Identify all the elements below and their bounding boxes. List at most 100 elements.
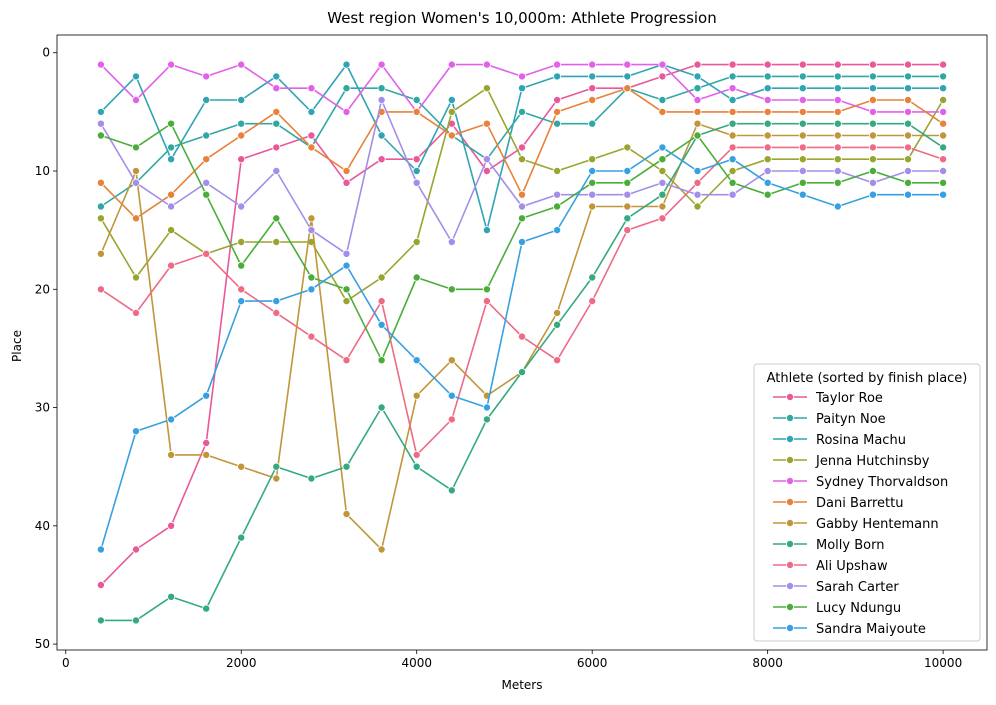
data-point: [868, 131, 877, 140]
x-tick-label: 10000: [924, 656, 962, 670]
plot-frame: [56, 34, 988, 651]
legend-box: [753, 363, 981, 642]
data-point: [342, 297, 351, 306]
data-point: [868, 96, 877, 105]
data-point: [377, 96, 386, 105]
data-point: [272, 166, 281, 175]
data-point: [763, 84, 772, 93]
data-point: [412, 450, 421, 459]
data-point: [167, 450, 176, 459]
data-point: [658, 60, 667, 69]
legend-label: Sarah Carter: [816, 580, 899, 595]
data-point: [798, 190, 807, 199]
series-lucy-ndungu: [96, 119, 948, 365]
data-point: [237, 155, 246, 164]
data-point: [693, 131, 702, 140]
data-point: [728, 96, 737, 105]
legend-entry: Gabby Hentemann: [773, 517, 939, 532]
legend-entry: Sydney Thorvaldson: [773, 475, 948, 490]
data-point: [482, 119, 491, 128]
data-point: [96, 214, 105, 223]
data-point: [202, 96, 211, 105]
data-point: [167, 119, 176, 128]
data-point: [939, 119, 948, 128]
data-point: [623, 214, 632, 223]
data-point: [96, 202, 105, 211]
legend-entry: Rosina Machu: [773, 433, 906, 448]
data-point: [693, 190, 702, 199]
data-point: [131, 545, 140, 554]
data-point: [131, 427, 140, 436]
data-point: [307, 84, 316, 93]
legend-entry: Sandra Maiyoute: [773, 622, 926, 637]
data-point: [623, 190, 632, 199]
data-point: [798, 84, 807, 93]
data-point: [833, 202, 842, 211]
data-point: [868, 190, 877, 199]
legend-label: Taylor Roe: [815, 391, 883, 406]
data-point: [763, 178, 772, 187]
data-point: [167, 202, 176, 211]
data-point: [412, 273, 421, 282]
data-point: [658, 72, 667, 81]
data-point: [868, 166, 877, 175]
data-point: [482, 155, 491, 164]
data-point: [342, 107, 351, 116]
legend-entry: Lucy Ndungu: [773, 601, 901, 616]
data-point: [482, 84, 491, 93]
data-point: [167, 592, 176, 601]
data-point: [131, 166, 140, 175]
data-point: [553, 226, 562, 235]
data-point: [868, 84, 877, 93]
y-tick-label: 20: [35, 282, 50, 296]
data-point: [833, 60, 842, 69]
series-line: [100, 75, 944, 208]
data-point: [202, 438, 211, 447]
data-point: [588, 155, 597, 164]
data-point: [553, 119, 562, 128]
data-point: [728, 72, 737, 81]
data-point: [307, 226, 316, 235]
data-point: [96, 60, 105, 69]
chart-title: West region Women's 10,000m: Athlete Pro…: [327, 9, 716, 27]
data-point: [202, 391, 211, 400]
data-point: [167, 143, 176, 152]
x-tick-label: 6000: [577, 656, 608, 670]
data-point: [131, 616, 140, 625]
data-point: [518, 143, 527, 152]
data-point: [728, 178, 737, 187]
data-point: [623, 60, 632, 69]
data-point: [167, 415, 176, 424]
data-point: [518, 237, 527, 246]
legend-entry: Ali Upshaw: [773, 559, 888, 574]
data-point: [833, 155, 842, 164]
data-point: [658, 178, 667, 187]
data-point: [412, 96, 421, 105]
data-point: [693, 119, 702, 128]
legend-entry: Sarah Carter: [773, 580, 899, 595]
data-point: [763, 166, 772, 175]
data-point: [96, 131, 105, 140]
data-point: [868, 72, 877, 81]
y-tick-label: 40: [35, 519, 50, 533]
data-point: [939, 107, 948, 116]
data-point: [377, 273, 386, 282]
x-tick-label: 8000: [752, 656, 783, 670]
data-point: [482, 166, 491, 175]
data-point: [307, 474, 316, 483]
data-point: [728, 190, 737, 199]
data-point: [553, 202, 562, 211]
data-point: [833, 84, 842, 93]
series-dani-barrettu: [96, 84, 948, 223]
x-axis-label: Meters: [501, 678, 542, 692]
data-point: [939, 143, 948, 152]
data-point: [693, 202, 702, 211]
data-point: [798, 178, 807, 187]
data-point: [518, 84, 527, 93]
data-point: [131, 214, 140, 223]
data-point: [728, 84, 737, 93]
x-tick-label: 0: [62, 656, 70, 670]
data-point: [96, 178, 105, 187]
series-sarah-carter: [96, 96, 948, 258]
